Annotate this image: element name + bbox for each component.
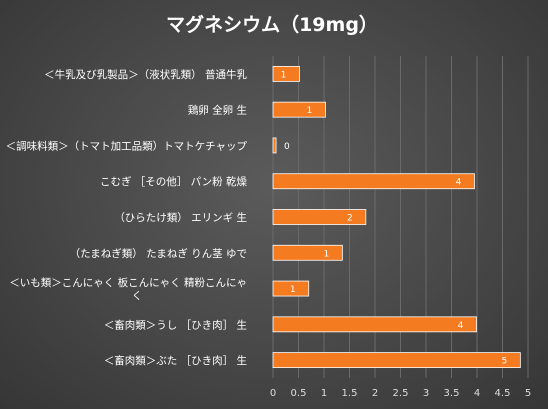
- category-label: ＜畜肉類＞うし ［ひき肉］ 生: [104, 318, 247, 331]
- x-tick-label: 4: [474, 388, 480, 399]
- category-label: ＜畜肉類＞ぶた ［ひき肉］ 生: [104, 354, 247, 367]
- data-label: 4: [458, 321, 464, 331]
- bar: [272, 280, 310, 297]
- x-tick-label: 0.5: [291, 388, 307, 399]
- x-tick-label: 1: [321, 388, 327, 399]
- bar: [272, 352, 521, 369]
- x-tick-labels: 0 0.5 1 1.5 2 2.5 3 3.5 4 4.5 5: [270, 388, 531, 399]
- data-label: 4: [456, 178, 462, 188]
- category-label: く: [132, 290, 143, 302]
- bar: [272, 101, 326, 118]
- x-tick-label: 5: [525, 388, 531, 399]
- bar: [272, 244, 343, 261]
- category-label: （ひらたけ類） エリンギ 生: [114, 211, 247, 224]
- x-tick-label: 1.5: [342, 388, 358, 399]
- category-label: ＜牛乳及び乳製品＞（液状乳類） 普通牛乳: [44, 68, 247, 81]
- bars: 1 1 0 4 2 1 1 4 5: [272, 65, 521, 369]
- x-tick-label: 3.5: [444, 388, 460, 399]
- x-tick-label: 2.5: [393, 388, 409, 399]
- data-label: 1: [307, 106, 313, 116]
- x-tick-label: 3: [423, 388, 429, 399]
- data-label: 1: [323, 249, 329, 259]
- bar: [272, 137, 277, 154]
- chart-title: マグネシウム（19mg）: [166, 13, 378, 36]
- bar: [272, 209, 367, 225]
- bar: [272, 316, 477, 333]
- data-label: 1: [290, 285, 296, 295]
- category-label: ＜調味料類＞（トマト加工品類）トマトケチャップ: [6, 139, 248, 152]
- data-label: 0: [284, 142, 290, 152]
- bar: [272, 65, 300, 82]
- category-label: ＜いも類＞こんにゃく 板こんにゃく 精粉こんにゃ: [9, 276, 247, 289]
- data-label: 1: [281, 70, 287, 80]
- x-tick-label: 0: [270, 388, 276, 399]
- category-label: こむぎ ［その他］ パン粉 乾燥: [100, 175, 248, 188]
- category-label: 鶏卵 全卵 生: [188, 104, 247, 117]
- data-label: 2: [347, 214, 353, 224]
- data-label: 5: [501, 357, 507, 367]
- x-tick-label: 2: [372, 388, 378, 399]
- bar: [272, 173, 475, 190]
- category-label: （たまねぎ類） たまねぎ りん茎 ゆで: [70, 247, 247, 260]
- x-tick-label: 4.5: [495, 388, 511, 399]
